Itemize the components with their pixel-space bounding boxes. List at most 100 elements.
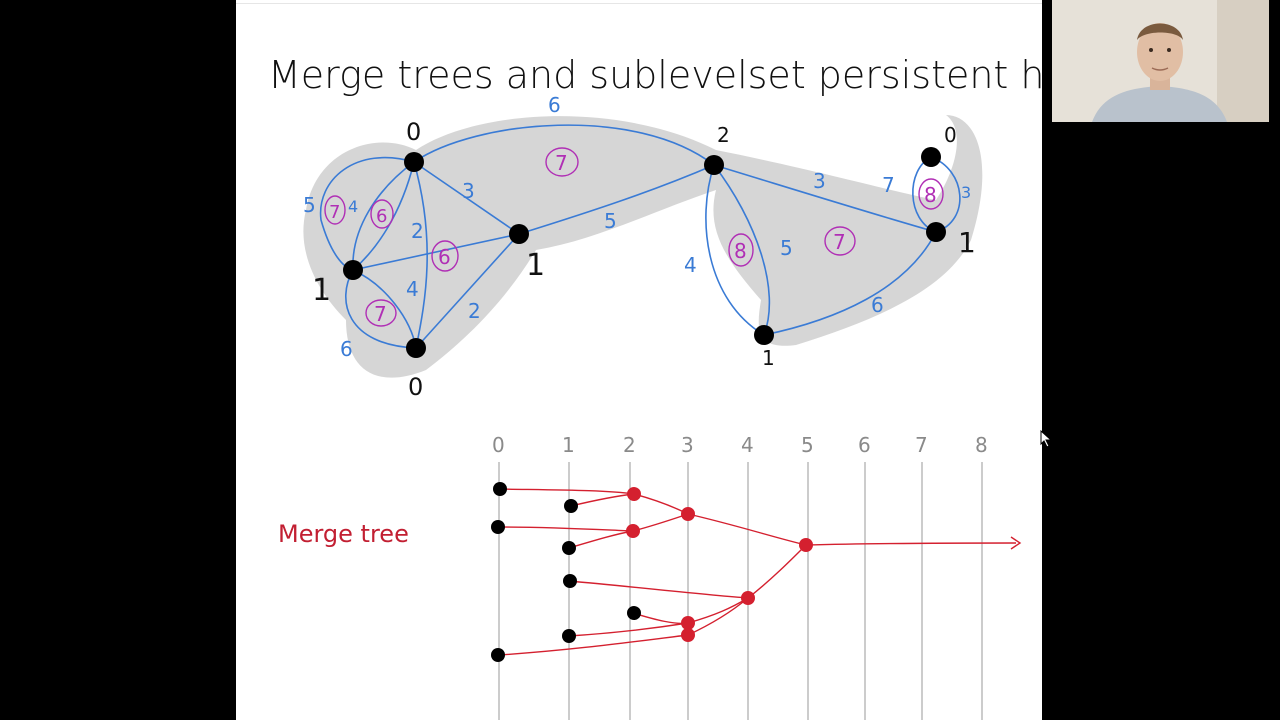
edge-weight: 4 bbox=[684, 253, 697, 277]
svg-text:7: 7 bbox=[374, 302, 387, 326]
merge-node bbox=[626, 524, 640, 538]
slide-top-border bbox=[236, 3, 1042, 4]
tree-branch bbox=[632, 612, 689, 625]
edge-weight: 5 bbox=[303, 193, 316, 217]
vertex bbox=[343, 260, 363, 280]
edge-weight: 5 bbox=[604, 209, 617, 233]
presenter-figure bbox=[1052, 0, 1269, 122]
svg-text:7: 7 bbox=[555, 151, 568, 175]
face-label: 6 bbox=[431, 240, 459, 272]
edge-weight: 2 bbox=[468, 299, 481, 323]
birth-node bbox=[491, 648, 505, 662]
arrow-cursor-icon bbox=[1040, 429, 1053, 448]
vertex-label: 0 bbox=[406, 118, 421, 146]
merge-node bbox=[741, 591, 755, 605]
edge-top bbox=[413, 124, 715, 166]
face-label: 8 bbox=[918, 178, 944, 210]
tree-branch bbox=[747, 544, 807, 599]
slide-title: Merge trees and sublevelset persistent h… bbox=[268, 53, 1042, 97]
slide-drawing: Merge trees and sublevelset persistent h… bbox=[268, 53, 1042, 720]
face-label: 7 bbox=[824, 226, 856, 256]
edge-left-outer bbox=[319, 156, 415, 271]
vertex-label: 1 bbox=[958, 226, 976, 259]
vertex bbox=[921, 147, 941, 167]
tree-branch bbox=[633, 493, 689, 515]
tree-branch bbox=[498, 526, 634, 532]
edge-left-inner-a bbox=[352, 161, 415, 271]
mouse-cursor bbox=[1040, 429, 1054, 452]
merge-node bbox=[681, 628, 695, 642]
edge-low-b bbox=[345, 269, 417, 349]
merge-node bbox=[627, 487, 641, 501]
face-label: 6 bbox=[370, 199, 394, 229]
edge-weight: 3 bbox=[462, 179, 475, 203]
svg-text:8: 8 bbox=[734, 239, 747, 263]
edge-left-inner-b bbox=[352, 161, 415, 271]
svg-text:8: 8 bbox=[924, 183, 937, 207]
vertex-label: 2 bbox=[717, 123, 730, 147]
axis-tick-label: 6 bbox=[858, 433, 871, 457]
presenter-shirt bbox=[1092, 86, 1227, 122]
svg-text:7: 7 bbox=[329, 202, 340, 223]
vertex-label: 1 bbox=[526, 248, 545, 283]
edge-labels: 6 5 4 3 2 4 2 6 5 4 5 3 7 3 6 bbox=[303, 93, 971, 361]
vertex bbox=[404, 152, 424, 172]
axis-tick-label: 3 bbox=[681, 433, 694, 457]
tree-branch bbox=[568, 530, 634, 549]
vertex-label: 0 bbox=[408, 373, 423, 401]
tree-branch bbox=[498, 488, 635, 495]
merge-node bbox=[799, 538, 813, 552]
vertex bbox=[406, 338, 426, 358]
tree-branch bbox=[498, 634, 689, 656]
edge-weight: 2 bbox=[411, 219, 424, 243]
axis-tick-label: 4 bbox=[741, 433, 754, 457]
merge-tree-branches bbox=[498, 488, 1022, 656]
axis-tick-label: 0 bbox=[492, 433, 505, 457]
shaded-complex bbox=[303, 115, 983, 378]
edge-right-a bbox=[705, 164, 765, 336]
edge-weight: 6 bbox=[548, 93, 561, 117]
merge-tree-label: Merge tree bbox=[278, 520, 409, 548]
merge-tree-births bbox=[491, 482, 641, 662]
edge-right-b bbox=[713, 164, 771, 336]
birth-node bbox=[627, 606, 641, 620]
vertex bbox=[509, 224, 529, 244]
birth-node bbox=[491, 520, 505, 534]
birth-node bbox=[562, 541, 576, 555]
face-label: 7 bbox=[365, 299, 397, 327]
birth-node bbox=[564, 499, 578, 513]
vertex-label: 0 bbox=[944, 123, 957, 147]
edge-weight: 4 bbox=[348, 197, 358, 216]
axis-tick-label: 1 bbox=[562, 433, 575, 457]
edge-weight: 6 bbox=[340, 337, 353, 361]
axis-tick-label: 7 bbox=[915, 433, 928, 457]
tree-branch bbox=[632, 513, 689, 532]
birth-node bbox=[562, 629, 576, 643]
presenter-hair bbox=[1137, 23, 1183, 40]
edge-right-bottom bbox=[763, 231, 937, 336]
tree-branch bbox=[687, 513, 807, 546]
vertex-labels: 0 1 0 1 2 1 0 1 bbox=[312, 118, 976, 401]
vertex-label: 1 bbox=[312, 273, 331, 308]
webcam-video bbox=[1052, 0, 1269, 122]
edge-diag bbox=[415, 233, 520, 349]
tree-branch bbox=[568, 622, 689, 637]
axis-tick-label: 8 bbox=[975, 433, 988, 457]
graph-vertices bbox=[343, 147, 946, 358]
svg-text:6: 6 bbox=[376, 206, 387, 227]
axis-tick-label: 2 bbox=[623, 433, 636, 457]
vertex bbox=[704, 155, 724, 175]
graph-edges bbox=[319, 124, 961, 349]
complex-region bbox=[303, 115, 983, 378]
slide-canvas: Merge trees and sublevelset persistent h… bbox=[236, 0, 1042, 720]
edge-cross bbox=[352, 233, 520, 271]
presenter-face bbox=[1137, 23, 1183, 81]
tree-branch bbox=[805, 542, 1017, 546]
tree-arrowhead bbox=[1010, 536, 1022, 550]
svg-text:7: 7 bbox=[833, 230, 846, 254]
edge-mid-a bbox=[413, 161, 520, 235]
svg-text:6: 6 bbox=[438, 245, 451, 269]
edge-weight: 3 bbox=[961, 183, 971, 202]
vertex bbox=[926, 222, 946, 242]
birth-node bbox=[493, 482, 507, 496]
